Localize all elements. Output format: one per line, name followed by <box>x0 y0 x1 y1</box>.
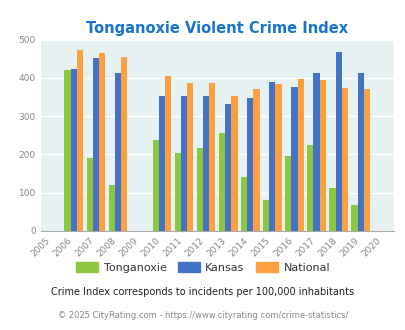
Bar <box>319 80 325 231</box>
Bar <box>341 88 347 231</box>
Text: © 2025 CityRating.com - https://www.cityrating.com/crime-statistics/: © 2025 CityRating.com - https://www.city… <box>58 311 347 320</box>
Legend: Tonganoxie, Kansas, National: Tonganoxie, Kansas, National <box>71 258 334 278</box>
Bar <box>284 156 291 231</box>
Bar <box>108 185 115 231</box>
Bar <box>231 96 237 231</box>
Bar <box>275 84 281 231</box>
Bar <box>262 200 269 231</box>
Bar <box>86 158 92 231</box>
Bar <box>77 50 83 231</box>
Bar <box>70 69 77 231</box>
Bar <box>247 98 253 231</box>
Bar <box>313 73 319 231</box>
Bar <box>121 57 127 231</box>
Title: Tonganoxie Violent Crime Index: Tonganoxie Violent Crime Index <box>86 21 347 36</box>
Bar <box>209 83 215 231</box>
Bar <box>202 96 209 231</box>
Bar <box>181 96 187 231</box>
Bar <box>241 178 247 231</box>
Bar <box>152 140 158 231</box>
Bar <box>187 83 193 231</box>
Bar <box>351 205 357 231</box>
Bar <box>269 82 275 231</box>
Bar <box>196 148 202 231</box>
Bar <box>218 133 225 231</box>
Bar <box>307 145 313 231</box>
Bar <box>115 73 121 231</box>
Bar <box>291 87 297 231</box>
Text: Crime Index corresponds to incidents per 100,000 inhabitants: Crime Index corresponds to incidents per… <box>51 287 354 297</box>
Bar <box>335 52 341 231</box>
Bar <box>225 104 231 231</box>
Bar <box>297 80 303 231</box>
Bar <box>165 76 171 231</box>
Bar <box>175 153 181 231</box>
Bar <box>92 58 99 231</box>
Bar <box>99 52 105 231</box>
Bar <box>158 96 165 231</box>
Bar <box>253 88 259 231</box>
Bar <box>363 89 369 231</box>
Bar <box>64 70 70 231</box>
Bar <box>328 188 335 231</box>
Bar <box>357 73 363 231</box>
